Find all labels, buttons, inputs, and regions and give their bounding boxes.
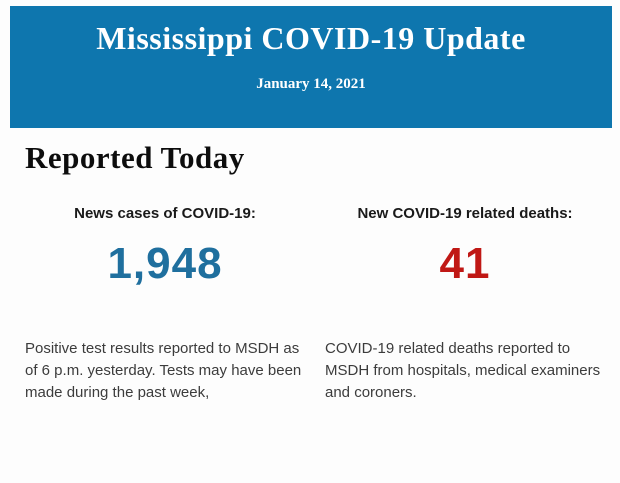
section-title: Reported Today [25, 140, 245, 175]
new-cases-value: 1,948 [107, 239, 223, 288]
header-date: January 14, 2021 [256, 76, 366, 92]
new-cases-label: News cases of COVID-19: [74, 205, 256, 222]
page-title: Mississippi COVID-19 Update [96, 20, 526, 56]
new-cases-description: Positive test results reported to MSDH a… [25, 340, 302, 401]
new-deaths-label: New COVID-19 related deaths: [357, 205, 573, 222]
new-cases-panel: News cases of COVID-19: 1,948 Positive t… [25, 205, 305, 404]
new-deaths-panel: New COVID-19 related deaths: 41 COVID-19… [325, 205, 605, 404]
new-deaths-value: 41 [439, 239, 491, 288]
new-deaths-description: COVID-19 related deaths reported to MSDH… [325, 340, 601, 401]
header-banner: Mississippi COVID-19 Update January 14, … [10, 6, 612, 128]
stats-columns: News cases of COVID-19: 1,948 Positive t… [25, 205, 605, 404]
